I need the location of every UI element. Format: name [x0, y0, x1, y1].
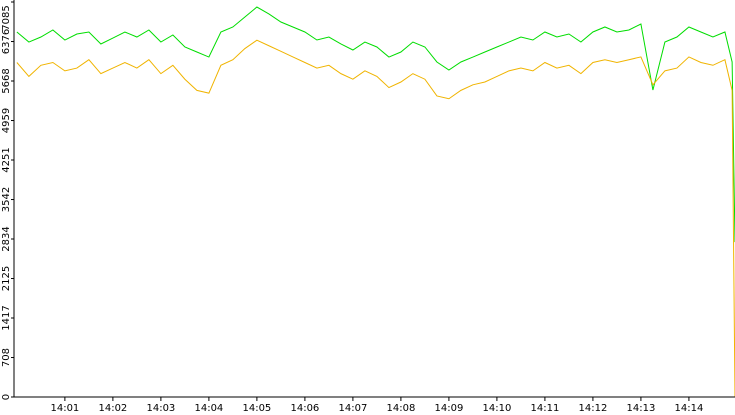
x-tick-label: 14:06 — [290, 403, 319, 414]
x-tick-label: 14:02 — [98, 403, 127, 414]
x-tick-label: 14:11 — [530, 403, 559, 414]
y-tick-label: 2125 — [1, 266, 12, 291]
series-line — [16, 39, 735, 398]
x-tick-label: 14:05 — [242, 403, 271, 414]
y-tick-label: 5668 — [1, 68, 12, 93]
series-line — [16, 6, 735, 243]
x-tick-label: 14:03 — [146, 403, 175, 414]
x-tick-label: 14:08 — [386, 403, 415, 414]
y-tick-label: 6376 — [1, 29, 12, 54]
y-tick-label: 708 — [1, 348, 12, 367]
y-tick-label: 4251 — [1, 147, 12, 172]
x-tick-label: 14:14 — [675, 403, 704, 414]
y-tick-label: 7085 — [1, 5, 12, 30]
y-tick-label: 2834 — [1, 226, 12, 251]
x-tick-label: 14:13 — [627, 403, 656, 414]
x-tick-label: 14:10 — [482, 403, 511, 414]
x-tick-label: 14:07 — [338, 403, 367, 414]
y-tick-label: 1417 — [1, 305, 12, 330]
y-tick-label: 4959 — [1, 108, 12, 133]
x-tick-label: 14:01 — [50, 403, 79, 414]
x-tick-label: 14:04 — [194, 403, 223, 414]
y-tick-label: 0 — [1, 394, 12, 400]
x-tick-label: 14:12 — [578, 403, 607, 414]
y-tick-label: 3542 — [1, 187, 12, 212]
x-tick-label: 14:09 — [434, 403, 463, 414]
